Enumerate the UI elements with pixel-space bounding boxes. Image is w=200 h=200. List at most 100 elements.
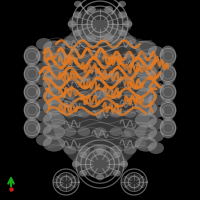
Ellipse shape xyxy=(82,76,88,82)
Ellipse shape xyxy=(73,11,82,19)
Ellipse shape xyxy=(148,58,164,70)
Ellipse shape xyxy=(121,131,131,137)
Ellipse shape xyxy=(95,90,108,97)
Ellipse shape xyxy=(87,6,96,13)
Ellipse shape xyxy=(94,54,106,63)
Ellipse shape xyxy=(88,77,95,83)
Ellipse shape xyxy=(24,64,40,84)
Ellipse shape xyxy=(94,146,106,154)
Ellipse shape xyxy=(124,146,136,154)
Ellipse shape xyxy=(105,89,112,95)
Ellipse shape xyxy=(70,65,77,71)
Ellipse shape xyxy=(64,36,76,44)
Ellipse shape xyxy=(140,51,148,57)
Ellipse shape xyxy=(110,109,122,118)
Ellipse shape xyxy=(160,64,176,84)
Ellipse shape xyxy=(58,51,67,60)
Ellipse shape xyxy=(24,82,40,102)
Ellipse shape xyxy=(97,115,103,120)
Ellipse shape xyxy=(79,151,87,158)
Ellipse shape xyxy=(78,109,90,118)
Ellipse shape xyxy=(70,45,80,53)
Ellipse shape xyxy=(94,91,106,99)
Ellipse shape xyxy=(135,124,157,140)
Ellipse shape xyxy=(135,112,157,128)
Ellipse shape xyxy=(104,6,113,13)
Ellipse shape xyxy=(140,101,148,107)
Ellipse shape xyxy=(88,89,95,95)
Ellipse shape xyxy=(123,51,130,57)
Ellipse shape xyxy=(64,54,76,63)
Ellipse shape xyxy=(64,146,76,154)
Ellipse shape xyxy=(118,11,127,19)
Ellipse shape xyxy=(135,40,157,56)
Ellipse shape xyxy=(124,72,136,81)
Ellipse shape xyxy=(140,77,148,83)
Ellipse shape xyxy=(148,130,164,142)
Ellipse shape xyxy=(105,51,112,57)
Ellipse shape xyxy=(94,127,106,136)
Ellipse shape xyxy=(48,20,152,172)
Ellipse shape xyxy=(105,77,112,83)
Ellipse shape xyxy=(36,134,52,146)
Ellipse shape xyxy=(123,89,130,95)
Ellipse shape xyxy=(160,82,176,102)
Ellipse shape xyxy=(36,38,52,50)
Ellipse shape xyxy=(36,98,52,110)
Ellipse shape xyxy=(124,36,136,44)
Ellipse shape xyxy=(135,52,157,68)
Ellipse shape xyxy=(123,77,130,83)
Ellipse shape xyxy=(94,109,106,118)
Ellipse shape xyxy=(52,65,60,71)
Ellipse shape xyxy=(79,170,87,177)
Ellipse shape xyxy=(36,86,52,98)
Ellipse shape xyxy=(88,65,95,71)
Ellipse shape xyxy=(78,72,90,81)
Ellipse shape xyxy=(110,127,122,136)
Ellipse shape xyxy=(43,76,65,92)
Ellipse shape xyxy=(64,127,76,136)
Ellipse shape xyxy=(96,148,104,154)
Ellipse shape xyxy=(135,100,157,116)
Ellipse shape xyxy=(135,64,157,80)
Ellipse shape xyxy=(111,79,120,85)
Ellipse shape xyxy=(123,139,132,143)
Ellipse shape xyxy=(148,118,164,130)
Ellipse shape xyxy=(124,20,132,28)
Ellipse shape xyxy=(36,50,52,62)
Ellipse shape xyxy=(70,89,77,95)
Ellipse shape xyxy=(105,101,112,107)
Ellipse shape xyxy=(24,46,40,66)
Ellipse shape xyxy=(88,101,95,107)
Ellipse shape xyxy=(43,136,65,152)
Ellipse shape xyxy=(87,35,96,42)
Ellipse shape xyxy=(110,36,122,44)
Ellipse shape xyxy=(43,100,65,116)
Ellipse shape xyxy=(36,62,52,74)
Ellipse shape xyxy=(43,112,65,128)
Ellipse shape xyxy=(124,54,136,63)
Ellipse shape xyxy=(65,100,71,108)
Ellipse shape xyxy=(77,77,89,83)
Ellipse shape xyxy=(148,82,164,94)
Ellipse shape xyxy=(64,125,75,129)
Ellipse shape xyxy=(148,46,164,58)
Ellipse shape xyxy=(43,88,65,104)
Ellipse shape xyxy=(124,91,136,99)
Ellipse shape xyxy=(146,70,155,76)
Ellipse shape xyxy=(110,91,122,99)
Ellipse shape xyxy=(73,29,82,37)
Ellipse shape xyxy=(104,35,113,42)
Ellipse shape xyxy=(70,101,77,107)
Ellipse shape xyxy=(62,41,72,46)
Ellipse shape xyxy=(160,100,176,120)
Ellipse shape xyxy=(94,72,106,81)
Ellipse shape xyxy=(134,140,147,147)
Ellipse shape xyxy=(43,124,65,140)
Ellipse shape xyxy=(68,9,132,39)
Ellipse shape xyxy=(36,122,52,134)
Ellipse shape xyxy=(121,174,147,190)
Ellipse shape xyxy=(68,96,75,105)
Ellipse shape xyxy=(43,64,65,80)
Ellipse shape xyxy=(41,73,54,79)
